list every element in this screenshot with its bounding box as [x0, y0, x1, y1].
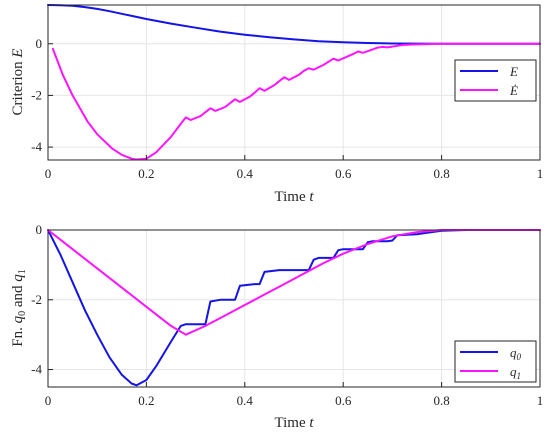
y-tick-label: 0 — [36, 36, 43, 51]
x-tick-label: 0.4 — [237, 393, 254, 408]
legend-label-q1: q1 — [510, 364, 521, 381]
series-line-E — [47, 4, 541, 45]
x-tick-label: 0.8 — [433, 393, 449, 408]
y-tick-label: -2 — [31, 292, 42, 307]
bottom-ylabel: Fn. q0 and q1 — [10, 269, 28, 347]
bottom-chart: 0 0.2 0.4 0.6 0.8 1 0 -2 -4 Time t Fn. q0 and q1… — [10, 222, 543, 431]
top-legend: E Ė — [454, 59, 537, 102]
x-tick-label: 0.4 — [237, 166, 254, 181]
bottom-legend: q0 q1 — [454, 340, 537, 383]
x-tick-label: 0 — [45, 393, 52, 408]
series-line-q1 — [47, 229, 541, 336]
series-line-q0 — [47, 229, 541, 387]
x-tick-label: 0 — [45, 166, 52, 181]
x-tick-label: 1 — [537, 166, 544, 181]
top-series — [47, 4, 541, 161]
top-ticks: 0 0.2 0.4 0.6 0.8 1 0 -2 -4 — [31, 36, 543, 181]
x-tick-label: 0.6 — [335, 393, 352, 408]
legend-label-E: E — [509, 64, 518, 79]
y-tick-label: 0 — [36, 222, 43, 237]
y-tick-label: -4 — [31, 362, 42, 377]
bottom-xlabel: Time t — [274, 415, 314, 431]
top-xlabel: Time t — [274, 189, 314, 205]
bottom-legend-box — [454, 340, 537, 383]
x-tick-label: 0.8 — [433, 166, 449, 181]
x-tick-label: 0.2 — [138, 166, 154, 181]
x-tick-label: 0.2 — [138, 393, 154, 408]
top-legend-box — [454, 59, 537, 102]
y-tick-label: -4 — [31, 139, 42, 154]
top-plot-frame — [47, 4, 541, 161]
legend-label-q0: q0 — [510, 345, 522, 362]
bottom-series — [47, 229, 541, 387]
bottom-ticks: 0 0.2 0.4 0.6 0.8 1 0 -2 -4 — [31, 222, 543, 408]
top-ylabel: Criterion E — [10, 48, 26, 115]
x-tick-label: 0.6 — [335, 166, 352, 181]
legend-label-Edot: Ė — [509, 83, 518, 98]
top-chart: 0 0.2 0.4 0.6 0.8 1 0 -2 -4 Time t Criterion E E… — [10, 4, 543, 205]
series-line-Edot — [51, 42, 541, 161]
bottom-plot-frame — [47, 229, 541, 388]
x-tick-label: 1 — [537, 393, 544, 408]
y-tick-label: -2 — [31, 87, 42, 102]
